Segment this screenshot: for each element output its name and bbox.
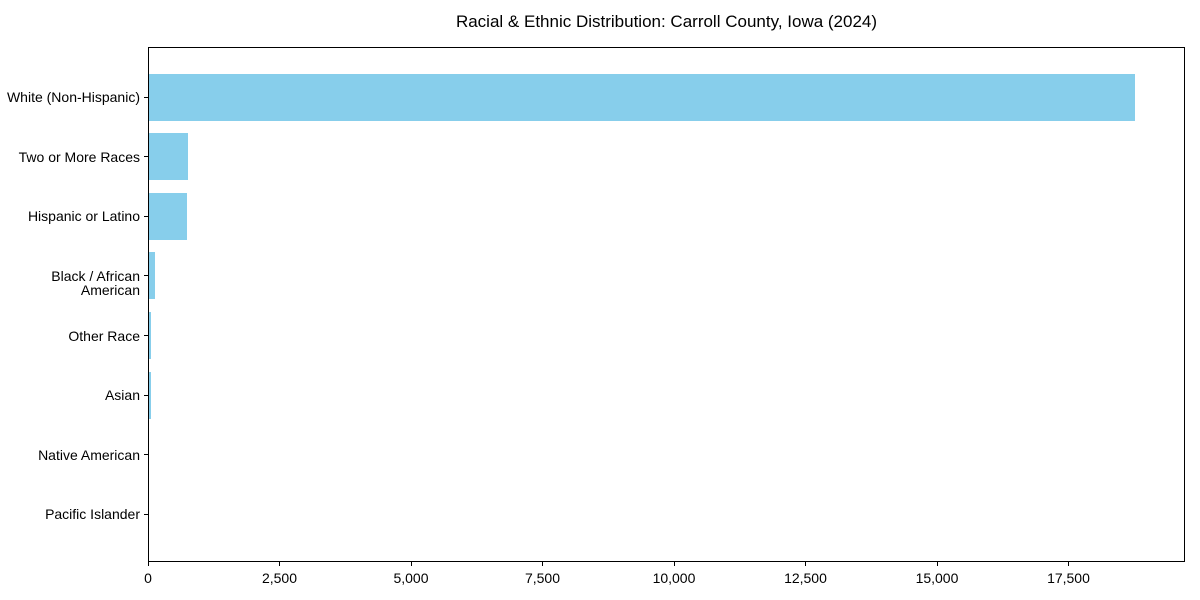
y-tick-mark	[144, 96, 148, 98]
x-tick-label: 0	[144, 570, 152, 586]
x-tick-label: 10,000	[652, 570, 696, 586]
y-tick-mark	[144, 513, 148, 515]
category-label: Black / African American	[51, 267, 140, 298]
x-tick-mark	[805, 562, 807, 566]
y-tick-mark	[144, 335, 148, 337]
bar-two-or-more-races	[149, 133, 188, 181]
category-label: Native American	[38, 446, 140, 463]
y-tick-mark	[144, 215, 148, 217]
bar-white-non-hispanic	[149, 73, 1136, 121]
category-label: White (Non-Hispanic)	[6, 89, 140, 105]
x-tick-mark	[1068, 562, 1070, 566]
y-tick-mark	[144, 454, 148, 456]
x-tick-mark	[279, 562, 281, 566]
x-tick-label: 5,000	[393, 570, 429, 586]
bar-asian	[149, 371, 151, 419]
bar-other-race	[149, 312, 152, 360]
bar-black-african-american	[149, 252, 155, 300]
x-tick-mark	[410, 562, 412, 566]
x-tick-label: 7,500	[524, 570, 560, 586]
category-label: Asian	[104, 387, 140, 404]
category-label: Other Race	[68, 327, 140, 344]
category-label: Pacific Islander	[45, 506, 140, 523]
chart-title: Racial & Ethnic Distribution: Carroll Co…	[455, 12, 878, 31]
x-tick-mark	[148, 562, 149, 566]
category-label: Hispanic or Latino	[27, 208, 140, 225]
category-label: Two or More Races	[18, 148, 140, 165]
x-tick-label: 15,000	[915, 570, 959, 586]
x-tick-label: 2,500	[261, 570, 297, 586]
x-tick-mark	[936, 562, 938, 566]
y-tick-mark	[144, 394, 148, 396]
bar-hispanic-or-latino	[149, 192, 187, 240]
x-tick-label: 12,500	[784, 570, 827, 586]
x-tick-mark	[542, 562, 544, 566]
x-tick-label: 17,500	[1047, 570, 1090, 586]
y-tick-mark	[144, 275, 148, 277]
x-tick-mark	[673, 562, 675, 566]
plot-area	[148, 47, 1185, 562]
y-tick-mark	[144, 156, 148, 158]
